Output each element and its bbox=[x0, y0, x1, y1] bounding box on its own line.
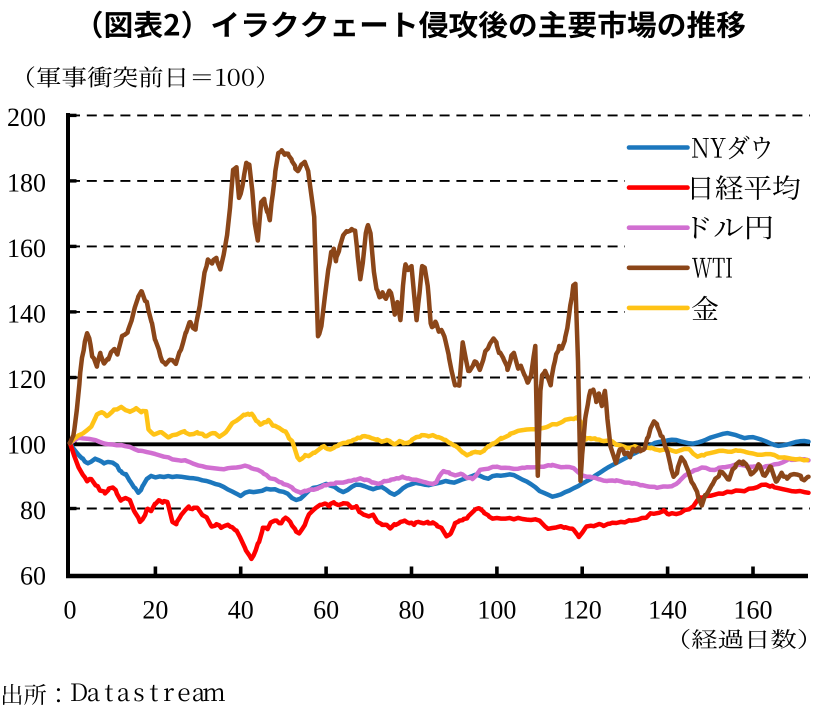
svg-text:140: 140 bbox=[648, 596, 687, 625]
svg-text:0: 0 bbox=[64, 596, 77, 625]
svg-text:180: 180 bbox=[7, 169, 46, 198]
svg-text:100: 100 bbox=[7, 431, 46, 460]
svg-text:20: 20 bbox=[142, 596, 168, 625]
svg-text:120: 120 bbox=[563, 596, 602, 625]
svg-text:160: 160 bbox=[7, 234, 46, 263]
svg-text:80: 80 bbox=[20, 496, 46, 525]
svg-text:80: 80 bbox=[399, 596, 425, 625]
svg-text:120: 120 bbox=[7, 365, 46, 394]
svg-text:60: 60 bbox=[20, 562, 46, 591]
svg-text:200: 200 bbox=[7, 103, 46, 132]
svg-text:160: 160 bbox=[734, 596, 773, 625]
svg-text:60: 60 bbox=[313, 596, 339, 625]
svg-text:40: 40 bbox=[228, 596, 254, 625]
svg-text:100: 100 bbox=[477, 596, 516, 625]
svg-text:140: 140 bbox=[7, 300, 46, 329]
